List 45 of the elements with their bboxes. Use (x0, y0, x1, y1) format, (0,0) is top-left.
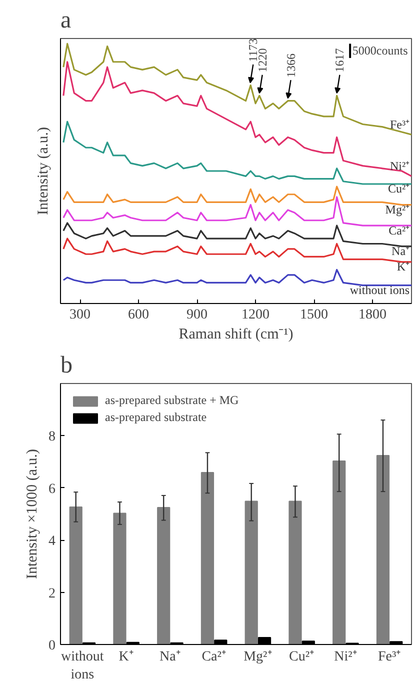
annotation: 1617 (332, 48, 347, 72)
annotation: 5000counts (352, 44, 408, 58)
series-label: without ions (350, 283, 410, 298)
x-tick-label: Ca²⁺ (202, 650, 226, 664)
y-tick-label: 4 (48, 534, 56, 550)
y-tick-label: 8 (48, 430, 56, 445)
x-tick-label: 900 (186, 308, 208, 322)
legend-label: as-prepared substrate (105, 410, 207, 425)
x-tick-label: Fe³⁺ (378, 650, 402, 664)
chart-title: a (60, 8, 72, 34)
x-tick-label: K⁺ (118, 650, 134, 664)
y-tick-label: 0 (48, 638, 56, 654)
x-axis-title: Raman shift (cm⁻¹) (178, 326, 294, 342)
x-tick-label: without ions (61, 650, 104, 682)
x-tick-label: 1800 (358, 308, 386, 322)
y-tick-label: 6 (48, 482, 56, 497)
chart-title: b (60, 352, 72, 378)
series-label: Fe³⁺ (390, 118, 410, 132)
bar (200, 472, 214, 644)
series-label: Na⁺ (392, 244, 410, 258)
x-tick-label: 300 (70, 308, 90, 322)
bar (69, 506, 82, 644)
annotation: 1366 (284, 53, 298, 78)
series-label: Cu²⁺ (388, 182, 410, 196)
series-label: Ca²⁺ (388, 223, 410, 238)
x-tick-label: 1500 (300, 308, 328, 322)
x-tick-label: Cu²⁺ (289, 650, 315, 664)
series-label: Mg²⁺ (385, 202, 410, 216)
bar (288, 500, 302, 644)
y-tick-label: 2 (48, 586, 56, 602)
series-label: Ni²⁺ (390, 159, 410, 174)
series-label: K⁺ (396, 260, 410, 274)
legend-label: as-prepared substrate + MG (105, 393, 239, 408)
bar (244, 500, 258, 644)
y-axis-title: Intensity (a.u.) (36, 127, 52, 215)
x-tick-label: Na⁺ (160, 650, 181, 664)
x-tick-label: 1200 (242, 308, 270, 322)
bar (157, 506, 170, 644)
x-tick-label: Ni²⁺ (334, 650, 358, 664)
bar (376, 455, 390, 644)
x-tick-label: 600 (128, 308, 149, 322)
bar (113, 512, 126, 644)
bar (332, 460, 346, 644)
y-axis-title: Intensity ×1000 (a.u.) (24, 448, 40, 580)
x-tick-label: Mg²⁺ (244, 650, 272, 664)
